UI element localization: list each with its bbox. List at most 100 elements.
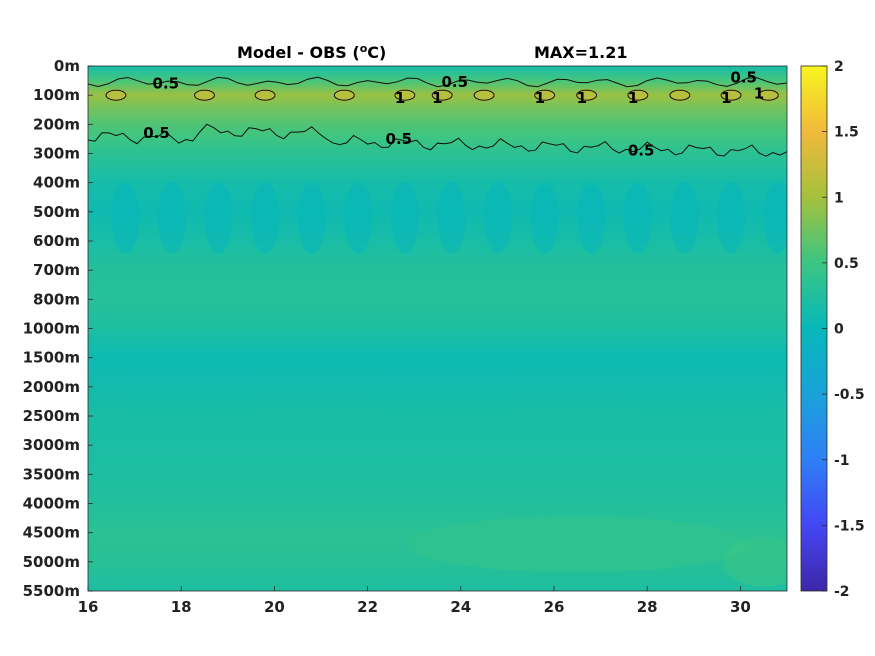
warm-core-patch	[431, 89, 454, 102]
warm-core-patch	[393, 89, 416, 102]
contour-label: 1	[432, 89, 442, 107]
contour-line-0.5-lower	[88, 123, 787, 157]
x-tick-label: 20	[264, 598, 285, 616]
contour-line-1	[105, 89, 127, 101]
y-tick-label: 2500m	[23, 407, 80, 425]
contour-line-1	[534, 89, 556, 101]
y-tick-label: 700m	[33, 261, 80, 279]
deep-warm-patch	[723, 536, 787, 587]
contour-label: 0.5	[730, 69, 757, 87]
cool-column-patch	[297, 181, 326, 254]
contour-label: 0.5	[143, 124, 170, 142]
warm-core-patch	[626, 89, 649, 102]
contour-label: 0.5	[153, 75, 180, 93]
colorbar-tick-label: -0.5	[834, 387, 865, 403]
warm-core-patch	[193, 89, 216, 102]
cool-column-patch	[437, 181, 466, 254]
x-tick-label: 24	[450, 598, 471, 616]
warm-core-patch	[575, 89, 598, 102]
contour-label: 0.5	[386, 130, 413, 148]
contour-line-1	[333, 89, 355, 101]
deep-warm-patch	[407, 516, 748, 573]
contour-label: 1	[535, 89, 545, 107]
x-tick-label: 30	[730, 598, 751, 616]
y-tick-label: 600m	[33, 232, 80, 250]
contour-line-1	[431, 89, 453, 101]
y-tick-label: 800m	[33, 290, 80, 308]
y-tick-label: 300m	[33, 145, 80, 163]
field-background	[88, 66, 787, 591]
contour-label: 1	[721, 89, 731, 107]
contour-label: 1	[754, 85, 764, 103]
x-tick-label: 16	[78, 598, 99, 616]
y-tick-label: 5500m	[23, 582, 80, 600]
colorbar-tick-label: 1.5	[834, 125, 859, 141]
colorbar-tick-label: -1	[834, 453, 850, 469]
contour-lines	[88, 76, 787, 157]
y-tick-label: 3000m	[23, 436, 80, 454]
contour-line-1	[473, 89, 495, 101]
chart-title: Model - OBS (oC)	[237, 42, 386, 62]
contour-line-1	[576, 89, 598, 101]
contour-line-0.5-upper	[88, 76, 787, 88]
y-tick-label: 400m	[33, 174, 80, 192]
colorbar-tick-label: -1.5	[834, 518, 865, 534]
colorbar-tick-label: 0.5	[834, 256, 859, 272]
cool-column-patch	[344, 181, 373, 254]
y-tick-label: 5000m	[23, 553, 80, 571]
cool-column-patch	[623, 181, 652, 254]
x-axis-ticks: 16 18 20 22 24 26 28 30	[78, 586, 751, 616]
warm-core-patch	[668, 89, 691, 102]
y-tick-label: 500m	[33, 203, 80, 221]
field-patterns	[104, 89, 787, 587]
heatmap-plot-area	[88, 66, 787, 591]
contour-label: 1	[577, 89, 587, 107]
colorbar-ticks: 2 1.5 1 0.5 0 -0.5 -1 -1.5 -2	[822, 59, 865, 600]
warm-core-patch	[757, 89, 780, 102]
cool-column-patch	[577, 181, 606, 254]
colorbar-tick-label: 2	[834, 59, 844, 75]
warm-core-patch	[104, 89, 127, 102]
y-tick-label: 4000m	[23, 495, 80, 513]
cool-column-patch	[390, 181, 419, 254]
cool-column-patch	[670, 181, 699, 254]
warm-core-patch	[473, 89, 496, 102]
cool-column-patch	[111, 181, 140, 254]
cool-column-patch	[484, 181, 513, 254]
cool-column-patch	[157, 181, 186, 254]
x-tick-label: 18	[171, 598, 192, 616]
colorbar-tick-label: 1	[834, 190, 844, 206]
cool-column-patch	[763, 181, 787, 254]
depth-bands	[88, 66, 787, 591]
cool-column-patch	[530, 181, 559, 254]
warm-core-patch	[720, 89, 743, 102]
contour-line-1	[720, 89, 742, 101]
warm-core-patch	[333, 89, 356, 102]
contour-line-1	[669, 89, 691, 101]
warm-core-patch	[533, 89, 556, 102]
y-tick-label: 100m	[33, 86, 80, 104]
x-tick-label: 22	[357, 598, 378, 616]
colorbar-tick-label: -2	[834, 584, 850, 600]
contour-label: 0.5	[441, 73, 468, 91]
y-tick-label: 0m	[54, 57, 80, 75]
contour-labels: 0.5 0.5 0.51 1 1 1 1 1 10.5 0.50.5	[143, 69, 764, 160]
y-tick-label: 4500m	[23, 524, 80, 542]
cool-column-patch	[251, 181, 280, 254]
colorbar-tick-label: 0	[834, 322, 844, 338]
contour-line-1	[394, 89, 416, 101]
contour-line-1	[254, 89, 276, 101]
contour-line-1	[757, 89, 779, 101]
contour-label: 1	[395, 89, 405, 107]
contour-line-1	[193, 89, 215, 101]
contour-label: 1	[628, 89, 638, 107]
y-tick-label: 2000m	[23, 378, 80, 396]
y-tick-label: 3500m	[23, 465, 80, 483]
contour-label: 0.5	[628, 142, 655, 160]
cool-column-patch	[204, 181, 233, 254]
y-tick-label: 200m	[33, 115, 80, 133]
x-tick-label: 26	[544, 598, 565, 616]
y-tick-label: 1500m	[23, 349, 80, 367]
warm-core-patch	[254, 89, 277, 102]
